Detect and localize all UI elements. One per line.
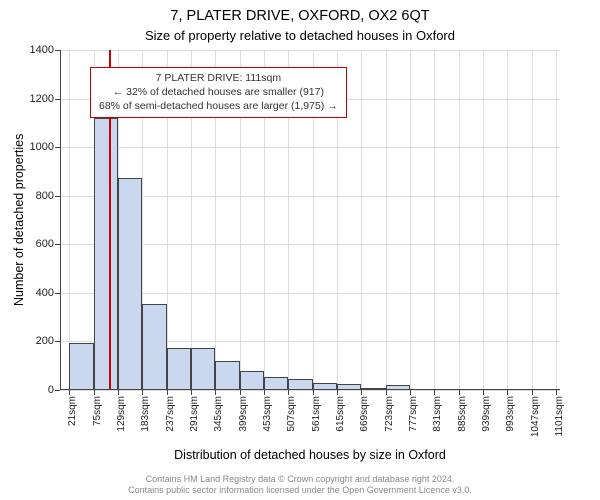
xtick-label: 237sqm (165, 396, 176, 432)
xtick-label: 885sqm (457, 396, 468, 432)
xtick-label: 21sqm (67, 396, 78, 426)
xtick-label: 399sqm (238, 396, 249, 432)
plot-area: 0200400600800100012001400 21sqm75sqm129s… (60, 50, 560, 390)
xtick-mark (191, 390, 192, 395)
xtick-label: 1101sqm (554, 396, 565, 436)
xtick-mark (386, 390, 387, 395)
xtick-label: 939sqm (481, 396, 492, 432)
x-axis-label: Distribution of detached houses by size … (60, 448, 560, 462)
ytick-label: 600 (36, 238, 60, 250)
xtick-mark (142, 390, 143, 395)
chart-subtitle: Size of property relative to detached ho… (0, 28, 600, 43)
ytick-label: 400 (36, 287, 60, 299)
xtick-label: 561sqm (311, 396, 322, 432)
xtick-mark (288, 390, 289, 395)
xtick-mark (264, 390, 265, 395)
xtick-label: 453sqm (262, 396, 273, 432)
xtick-label: 75sqm (92, 396, 103, 426)
ytick-label: 0 (48, 384, 60, 396)
footer-line1: Contains HM Land Registry data © Crown c… (0, 474, 600, 485)
xtick-label: 615sqm (335, 396, 346, 432)
xtick-label: 291sqm (189, 396, 200, 432)
xtick-mark (337, 390, 338, 395)
xtick-mark (483, 390, 484, 395)
ytick-label: 1200 (30, 93, 60, 105)
chart-container: { "title": { "main": "7, PLATER DRIVE, O… (0, 0, 600, 500)
xtick-label: 1047sqm (530, 396, 541, 437)
xtick-mark (532, 390, 533, 395)
xtick-mark (434, 390, 435, 395)
xtick-mark (410, 390, 411, 395)
xtick-mark (556, 390, 557, 395)
ytick-label: 200 (36, 335, 60, 347)
xtick-mark (118, 390, 119, 395)
xtick-label: 183sqm (140, 396, 151, 432)
xtick-mark (69, 390, 70, 395)
annotation-line2: ← 32% of detached houses are smaller (91… (99, 85, 338, 99)
xtick-mark (167, 390, 168, 395)
ytick-label: 1000 (30, 141, 60, 153)
xtick-label: 507sqm (286, 396, 297, 432)
xtick-mark (507, 390, 508, 395)
xtick-mark (240, 390, 241, 395)
y-axis-label: Number of detached properties (12, 50, 26, 390)
annotation-line3: 68% of semi-detached houses are larger (… (99, 99, 338, 113)
ytick-label: 1400 (30, 44, 60, 56)
xtick-label: 129sqm (116, 396, 127, 432)
xtick-mark (313, 390, 314, 395)
xtick-mark (215, 390, 216, 395)
gridline-h (60, 390, 560, 391)
xtick-mark (94, 390, 95, 395)
xtick-label: 777sqm (408, 396, 419, 432)
page-title: 7, PLATER DRIVE, OXFORD, OX2 6QT (0, 8, 600, 24)
footer: Contains HM Land Registry data © Crown c… (0, 474, 600, 497)
xtick-label: 669sqm (359, 396, 370, 432)
xtick-label: 831sqm (432, 396, 443, 432)
annotation-line1: 7 PLATER DRIVE: 111sqm (99, 71, 338, 85)
ytick-label: 800 (36, 190, 60, 202)
xtick-mark (361, 390, 362, 395)
xtick-mark (459, 390, 460, 395)
xtick-label: 993sqm (505, 396, 516, 432)
xtick-label: 345sqm (213, 396, 224, 432)
annotation-box: 7 PLATER DRIVE: 111sqm ← 32% of detached… (90, 67, 347, 118)
footer-line2: Contains public sector information licen… (0, 485, 600, 496)
xtick-label: 723sqm (384, 396, 395, 432)
